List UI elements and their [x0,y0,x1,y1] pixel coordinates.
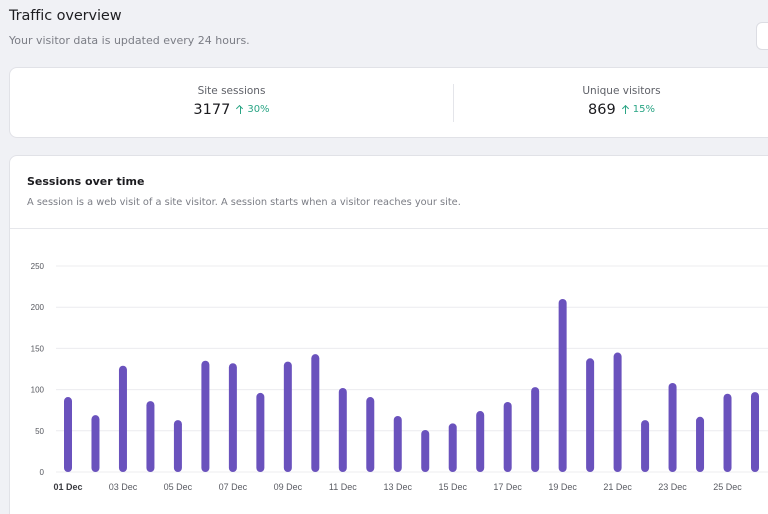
bar-07-dec[interactable] [228,363,237,472]
bar-24-dec[interactable] [696,416,705,472]
stat-label: Unique visitors [582,85,661,97]
bar-25-dec[interactable] [723,393,732,472]
arrow-up-icon [622,104,630,114]
y-tick-label: 150 [31,344,45,353]
x-tick-label: 23 Dec [658,482,687,492]
stat-delta: 30% [236,103,270,115]
stat-unique-visitors: Unique visitors 869 15% [453,68,768,137]
stat-divider [453,84,454,122]
bar-17-dec[interactable] [503,401,512,472]
bar-03-dec[interactable] [118,365,127,472]
bar-01-dec[interactable] [64,397,72,472]
stat-delta-value: 15% [632,103,655,115]
x-tick-label: 21 Dec [603,482,632,492]
x-tick-label: 19 Dec [548,482,577,492]
x-tick-label: 17 Dec [493,482,522,492]
bar-10-dec[interactable] [311,354,320,472]
y-tick-label: 0 [40,468,45,477]
bar-05-dec[interactable] [173,420,182,472]
x-tick-label: 03 Dec [109,482,138,492]
bar-18-dec[interactable] [531,387,540,472]
bar-14-dec[interactable] [421,429,430,472]
sessions-bar-chart: 0 50 100 150 200 250 01 Dec 03 Dec 05 Dec 07 Dec 0… [31,262,768,492]
bar-19-dec[interactable] [558,298,567,472]
stat-site-sessions: Site sessions 3177 30% [10,68,453,137]
bar-13-dec[interactable] [393,415,402,472]
bar-15-dec[interactable] [448,423,457,472]
bar-26-dec[interactable] [751,392,759,472]
bar-22-dec[interactable] [641,420,650,472]
x-tick-label: 25 Dec [713,482,742,492]
bar-16-dec[interactable] [476,411,485,472]
bar-02-dec[interactable] [91,415,100,472]
stat-value: 869 [588,102,616,118]
bar-11-dec[interactable] [338,387,347,472]
x-tick-label: 09 Dec [274,482,303,492]
bar-04-dec[interactable] [146,401,155,472]
x-tick-label: 13 Dec [383,482,412,492]
bar-12-dec[interactable] [366,397,375,472]
x-tick-label: 11 Dec [329,482,357,492]
stats-card: Site sessions 3177 30% Unique visitors 8… [9,67,768,138]
bar-20-dec[interactable] [586,358,595,472]
y-tick-label: 200 [31,303,45,312]
chart-title: Sessions over time [27,175,145,188]
stat-value: 3177 [193,102,231,118]
page-subtitle: Your visitor data is updated every 24 ho… [9,34,250,47]
x-tick-label: 15 Dec [438,482,467,492]
page-title: Traffic overview [9,8,122,24]
bar-06-dec[interactable] [201,360,210,472]
arrow-up-icon [236,104,244,114]
y-tick-label: 250 [31,262,45,271]
bar-23-dec[interactable] [668,383,677,472]
x-tick-label: 05 Dec [164,482,193,492]
y-tick-label: 50 [35,427,44,436]
x-tick-label: 01 Dec [53,482,82,492]
date-range-button[interactable] [756,22,768,50]
stat-label: Site sessions [197,85,266,97]
y-tick-label: 100 [31,386,45,395]
stat-delta: 15% [622,104,655,115]
stat-delta-value: 30% [247,103,270,115]
x-tick-label: 07 Dec [219,482,248,492]
chart-description: A session is a web visit of a site visit… [27,197,461,208]
bar-21-dec[interactable] [613,352,622,472]
chart-divider [10,228,768,229]
sessions-chart-card: Sessions over time A session is a web vi… [9,155,768,514]
bar-09-dec[interactable] [283,361,292,472]
bar-08-dec[interactable] [256,392,265,472]
